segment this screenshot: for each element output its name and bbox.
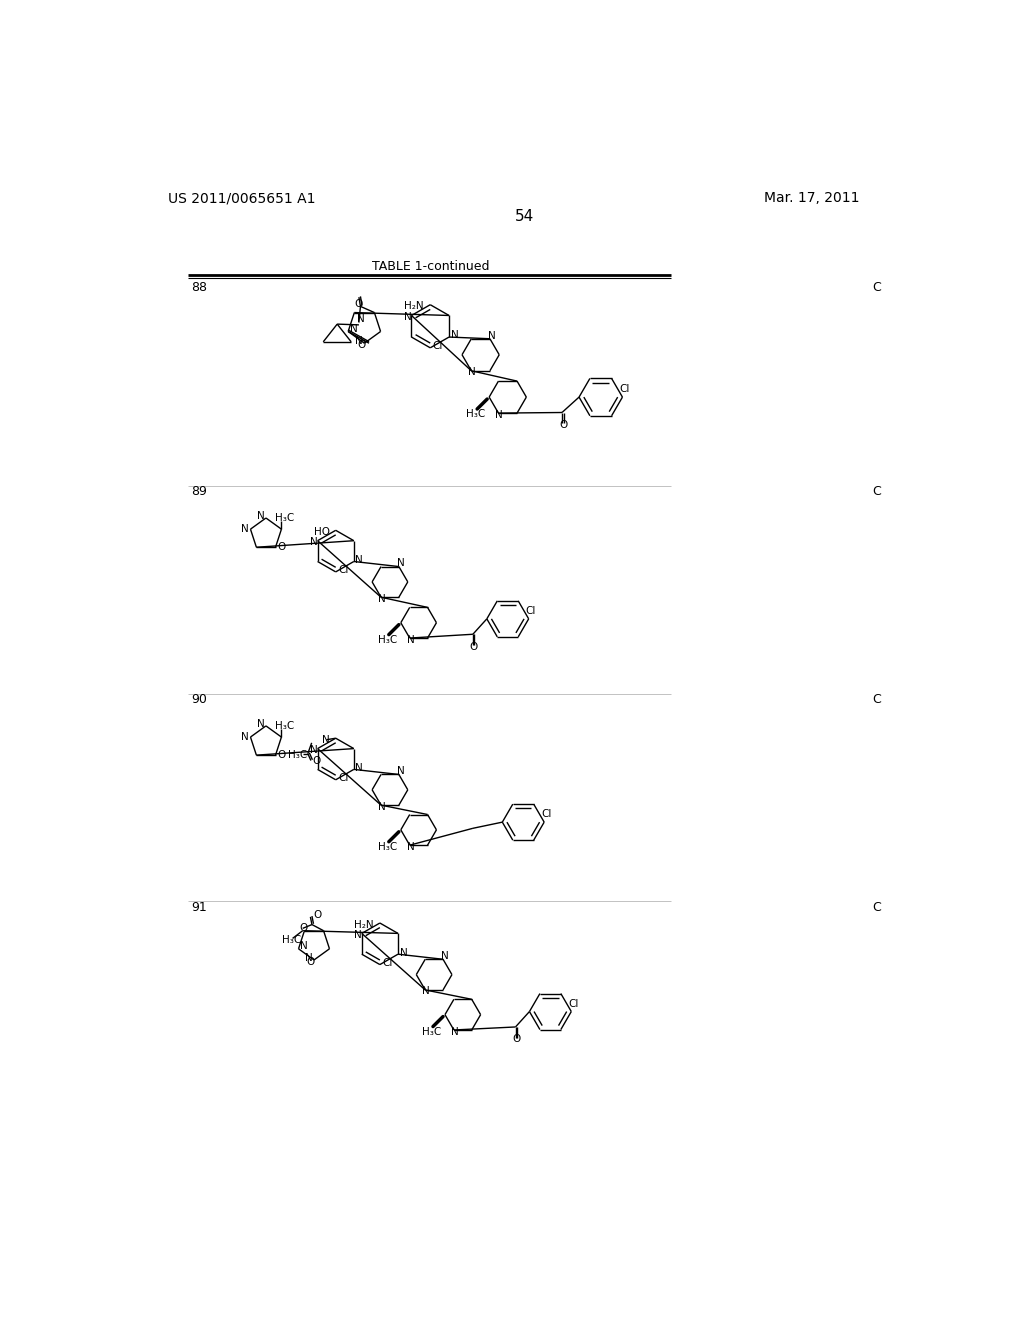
- Text: H₃C: H₃C: [378, 635, 397, 644]
- Text: H₃C: H₃C: [275, 721, 295, 731]
- Text: N: N: [451, 330, 459, 341]
- Text: N: N: [407, 635, 415, 644]
- Text: O: O: [278, 543, 286, 552]
- Text: HO: HO: [314, 527, 330, 537]
- Text: 90: 90: [191, 693, 208, 706]
- Text: N: N: [378, 594, 386, 603]
- Text: N: N: [257, 511, 264, 521]
- Text: N: N: [397, 558, 406, 569]
- Text: 54: 54: [515, 210, 535, 224]
- Text: Cl: Cl: [541, 809, 552, 820]
- Text: H₃C: H₃C: [378, 842, 397, 851]
- Text: N: N: [378, 801, 386, 812]
- Text: N: N: [350, 325, 357, 334]
- Text: H₂N: H₂N: [403, 301, 424, 312]
- Text: H₃C: H₃C: [466, 409, 485, 418]
- Text: Cl: Cl: [525, 606, 536, 616]
- Text: Cl: Cl: [382, 958, 392, 968]
- Text: 91: 91: [191, 902, 207, 915]
- Text: H₃C: H₃C: [288, 750, 307, 760]
- Text: N: N: [242, 733, 249, 742]
- Text: N: N: [310, 537, 317, 548]
- Text: O: O: [512, 1035, 520, 1044]
- Text: C: C: [872, 486, 881, 499]
- Text: N: N: [242, 524, 249, 535]
- Text: TABLE 1-continued: TABLE 1-continued: [372, 260, 489, 273]
- Text: N: N: [397, 767, 406, 776]
- Text: H₂N: H₂N: [353, 920, 373, 929]
- Text: 89: 89: [191, 486, 208, 499]
- Text: N: N: [257, 719, 264, 730]
- Text: N: N: [310, 746, 317, 755]
- Text: N: N: [496, 409, 503, 420]
- Text: 88: 88: [191, 281, 208, 294]
- Text: O: O: [312, 756, 321, 767]
- Text: N: N: [300, 941, 308, 952]
- Text: O: O: [278, 750, 286, 760]
- Text: C: C: [872, 281, 881, 294]
- Text: N: N: [468, 367, 476, 378]
- Text: N: N: [354, 931, 361, 940]
- Text: H₃C: H₃C: [283, 935, 302, 945]
- Text: O: O: [559, 420, 567, 430]
- Text: N: N: [399, 948, 408, 957]
- Text: N: N: [488, 331, 496, 341]
- Text: O: O: [307, 957, 315, 966]
- Text: C: C: [872, 693, 881, 706]
- Text: N: N: [441, 952, 450, 961]
- Text: Cl: Cl: [338, 774, 348, 783]
- Text: Cl: Cl: [568, 999, 579, 1008]
- Text: Cl: Cl: [620, 384, 630, 395]
- Text: N: N: [422, 986, 430, 997]
- Text: H₃C: H₃C: [422, 1027, 441, 1036]
- Text: Cl: Cl: [432, 342, 443, 351]
- Text: N: N: [305, 953, 312, 962]
- Text: N: N: [355, 335, 362, 346]
- Text: N: N: [403, 312, 412, 322]
- Text: N: N: [322, 735, 330, 744]
- Text: O: O: [470, 642, 478, 652]
- Text: N: N: [356, 314, 365, 323]
- Text: N: N: [355, 554, 364, 565]
- Text: N: N: [407, 842, 415, 851]
- Text: O: O: [357, 339, 366, 350]
- Text: US 2011/0065651 A1: US 2011/0065651 A1: [168, 191, 315, 206]
- Text: H₃C: H₃C: [275, 513, 295, 524]
- Text: Mar. 17, 2011: Mar. 17, 2011: [764, 191, 859, 206]
- Text: N: N: [355, 763, 364, 772]
- Text: O: O: [313, 911, 322, 920]
- Text: O: O: [300, 924, 308, 933]
- Text: Cl: Cl: [338, 565, 348, 576]
- Text: O: O: [354, 300, 362, 309]
- Text: C: C: [872, 902, 881, 915]
- Text: N: N: [451, 1027, 459, 1036]
